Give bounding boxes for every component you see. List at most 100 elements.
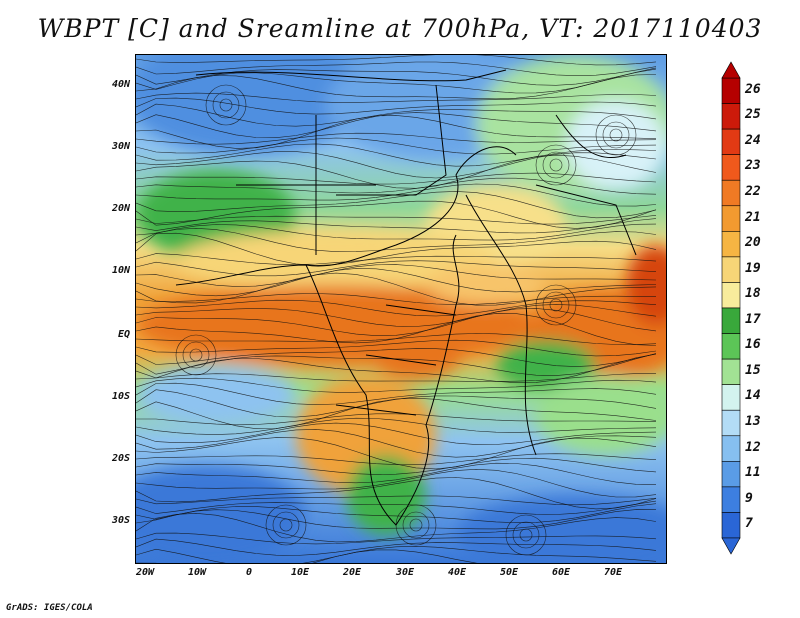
streamline <box>136 218 657 234</box>
streamline <box>136 92 657 103</box>
streamline <box>136 200 657 229</box>
streamline <box>136 339 657 357</box>
streamline <box>136 151 657 179</box>
colorbar-tick-label: 23 <box>745 158 761 174</box>
colorbar-cell <box>721 409 741 437</box>
streamline <box>136 293 657 305</box>
streamline <box>136 382 657 406</box>
streamline <box>136 103 657 127</box>
streamline-vortex <box>549 298 563 312</box>
colorbar-cell <box>721 461 741 488</box>
streamline <box>136 132 657 145</box>
lat-tick-label: 10N <box>111 265 130 276</box>
streamline-vortex <box>182 341 210 369</box>
colorbar-tick-label: 17 <box>745 311 761 327</box>
streamline <box>136 223 657 241</box>
streamline <box>136 348 657 367</box>
streamline <box>136 67 657 86</box>
streamline <box>136 333 657 345</box>
streamline <box>136 308 657 337</box>
streamline-vortex <box>402 511 430 539</box>
colorbar-cell <box>721 512 741 539</box>
streamline <box>136 304 657 327</box>
colorbar-cell <box>721 154 741 181</box>
streamline <box>136 495 657 506</box>
lon-tick-label: 50E <box>499 567 519 578</box>
colorbar-tick-label: 18 <box>745 286 761 302</box>
colorbar-cell <box>721 231 741 258</box>
streamline <box>136 453 657 466</box>
wbpt-streamline-map <box>136 55 666 563</box>
streamline <box>136 457 657 475</box>
lat-tick-label: 10S <box>111 391 130 402</box>
streamline <box>136 260 657 277</box>
streamline <box>136 227 657 253</box>
streamline-vortex <box>542 151 570 179</box>
colorbar-tick-label: 21 <box>745 209 761 225</box>
colorbar-tick-label: 19 <box>745 260 761 276</box>
colorbar-cell <box>721 307 741 334</box>
map-panel <box>135 54 667 564</box>
colorbar-min-arrow <box>721 537 741 555</box>
colorbar-tick-label: 7 <box>745 516 753 532</box>
streamline-vortex <box>265 504 307 546</box>
streamline-vortex <box>189 348 203 362</box>
colorbar-tick-label: 13 <box>745 414 761 429</box>
colorbar-tick-label: 14 <box>745 388 761 404</box>
streamline-vortex <box>595 114 637 156</box>
streamline <box>136 353 657 384</box>
streamline <box>136 413 657 426</box>
colorbar-tick-label: 25 <box>745 107 761 123</box>
colorbar-tick-label: 22 <box>745 184 761 199</box>
streamline <box>136 477 657 510</box>
lon-tick-label: 10W <box>187 567 207 578</box>
streamline <box>136 232 657 266</box>
colorbar-tick-label: 9 <box>745 490 753 506</box>
lon-tick-label: 30E <box>395 567 415 578</box>
lon-tick-label: 20E <box>342 567 362 578</box>
streamline <box>136 538 657 556</box>
streamline-vortex <box>205 84 247 126</box>
streamline <box>136 422 657 445</box>
streamline <box>136 500 657 515</box>
streamline-vortex <box>409 518 423 532</box>
colorbar-tick-label: 16 <box>745 337 761 353</box>
streamline-vortex <box>609 128 623 142</box>
lon-tick-label: 40E <box>447 567 467 578</box>
streamline <box>136 61 657 77</box>
streamline-vortex <box>219 98 233 112</box>
colorbar-tick-label: 12 <box>745 439 761 455</box>
colorbar-cell <box>721 103 741 130</box>
streamline <box>136 272 657 306</box>
country-boundaries <box>175 69 637 526</box>
colorbar-cell <box>721 205 741 232</box>
streamline-vortex <box>535 284 577 326</box>
lat-tick-label: 30N <box>111 141 130 152</box>
colorbar-cell <box>721 358 741 385</box>
lon-tick-label: 20W <box>135 567 155 578</box>
streamline <box>136 503 657 524</box>
colorbar-cell <box>721 282 741 309</box>
streamline-vortex <box>602 121 630 149</box>
streamline <box>136 154 657 189</box>
lat-tick-label: 20S <box>111 453 130 464</box>
streamline <box>136 215 657 225</box>
streamline-vortex <box>549 158 563 172</box>
colorbar-cell <box>721 179 741 207</box>
streamline-layer <box>136 55 657 563</box>
colorbar-cell <box>721 256 741 283</box>
lon-tick-label: 60E <box>551 567 571 578</box>
streamline-vortex <box>272 511 300 539</box>
streamline-vortex <box>212 91 240 119</box>
streamline-vortex <box>505 514 547 556</box>
streamline <box>136 264 657 287</box>
lon-tick-label: 0 <box>245 567 253 578</box>
streamline <box>136 437 657 470</box>
streamline <box>136 397 657 430</box>
streamline <box>136 177 657 195</box>
lon-tick-label: 10E <box>290 567 310 578</box>
streamline <box>136 137 657 155</box>
streamline <box>136 74 657 100</box>
streamline <box>136 191 657 219</box>
streamline-vortex <box>279 518 293 532</box>
